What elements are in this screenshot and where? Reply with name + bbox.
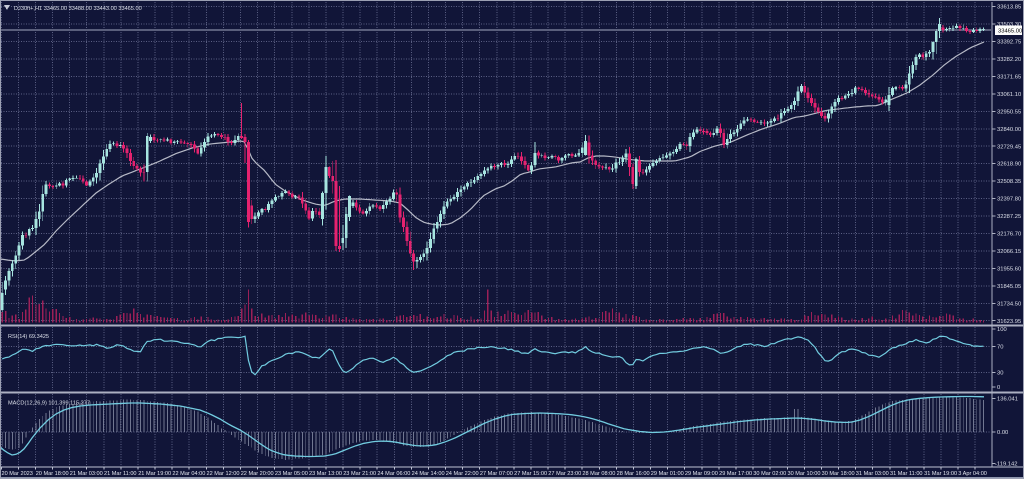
svg-text:0.00: 0.00 (997, 430, 1008, 436)
svg-text:33061.10: 33061.10 (997, 92, 1021, 98)
svg-text:70: 70 (997, 345, 1003, 351)
svg-text:22 Mar 12:00: 22 Mar 12:00 (207, 471, 240, 477)
svg-text:28 Mar 08:00: 28 Mar 08:00 (582, 471, 615, 477)
svg-text:MACD(12,26,9) 101.399 115.277: MACD(12,26,9) 101.399 115.277 (8, 401, 90, 407)
svg-text:29 Mar 17:00: 29 Mar 17:00 (719, 471, 752, 477)
svg-text:32397.80: 32397.80 (997, 197, 1021, 203)
svg-text:33392.75: 33392.75 (997, 40, 1021, 46)
svg-text:136.041: 136.041 (997, 397, 1018, 403)
svg-text:30 Mar 02:00: 30 Mar 02:00 (753, 471, 786, 477)
svg-text:33465.00: 33465.00 (998, 29, 1022, 35)
svg-text:32729.45: 32729.45 (997, 144, 1021, 150)
svg-text:31623.95: 31623.95 (997, 319, 1021, 325)
svg-text:100: 100 (997, 327, 1007, 333)
svg-text:30 Mar 18:00: 30 Mar 18:00 (822, 471, 855, 477)
svg-text:28 Mar 16:00: 28 Mar 16:00 (617, 471, 650, 477)
svg-text:31 Mar 03:00: 31 Mar 03:00 (856, 471, 889, 477)
svg-text:27 Mar 15:00: 27 Mar 15:00 (514, 471, 547, 477)
svg-text:3 Apr 04:00: 3 Apr 04:00 (958, 471, 987, 477)
svg-text:27 Mar 23:00: 27 Mar 23:00 (548, 471, 581, 477)
svg-text:-119.142: -119.142 (995, 462, 1017, 468)
svg-text:33282.20: 33282.20 (997, 57, 1021, 63)
svg-text:21 Mar 03:00: 21 Mar 03:00 (70, 471, 103, 477)
svg-text:23 Mar 13:00: 23 Mar 13:00 (309, 471, 342, 477)
svg-text:31 Mar 19:00: 31 Mar 19:00 (924, 471, 957, 477)
svg-text:20 Mar 2023: 20 Mar 2023 (2, 471, 33, 477)
svg-text:23 Mar 05:00: 23 Mar 05:00 (275, 471, 308, 477)
svg-text:24 Mar 14:00: 24 Mar 14:00 (412, 471, 445, 477)
svg-text:33613.85: 33613.85 (997, 5, 1021, 11)
svg-text:24 Mar 22:00: 24 Mar 22:00 (446, 471, 479, 477)
svg-text:20 Mar 18:00: 20 Mar 18:00 (36, 471, 69, 477)
svg-text:22 Mar 20:00: 22 Mar 20:00 (241, 471, 274, 477)
svg-text:22 Mar 04:00: 22 Mar 04:00 (172, 471, 205, 477)
svg-text:32950.55: 32950.55 (997, 109, 1021, 115)
svg-text:32287.25: 32287.25 (997, 214, 1021, 220)
svg-text:29 Mar 09:00: 29 Mar 09:00 (685, 471, 718, 477)
svg-text:33503.30: 33503.30 (997, 22, 1021, 28)
svg-text:31 Mar 11:00: 31 Mar 11:00 (890, 471, 923, 477)
svg-text:24 Mar 06:00: 24 Mar 06:00 (377, 471, 410, 477)
svg-text:30 Mar 10:00: 30 Mar 10:00 (788, 471, 821, 477)
svg-text:31734.50: 31734.50 (997, 301, 1021, 307)
svg-text:DJ30ft+,H1 33465.00 33488.00: DJ30ft+,H1 33465.00 33488.00 33443.00 33… (14, 6, 142, 12)
svg-text:32066.15: 32066.15 (997, 249, 1021, 255)
svg-text:27 Mar 07:00: 27 Mar 07:00 (480, 471, 513, 477)
svg-text:31845.05: 31845.05 (997, 284, 1021, 290)
svg-text:30: 30 (997, 371, 1003, 377)
svg-text:21 Mar 19:00: 21 Mar 19:00 (138, 471, 171, 477)
svg-text:0: 0 (997, 385, 1000, 391)
svg-text:31955.60: 31955.60 (997, 267, 1021, 273)
svg-text:33171.65: 33171.65 (997, 75, 1021, 81)
svg-text:32840.00: 32840.00 (997, 127, 1021, 133)
svg-text:32618.90: 32618.90 (997, 162, 1021, 168)
svg-text:29 Mar 01:00: 29 Mar 01:00 (651, 471, 684, 477)
svg-text:32176.70: 32176.70 (997, 232, 1021, 238)
svg-text:32508.35: 32508.35 (997, 179, 1021, 185)
svg-text:RSI(14) 69.3425: RSI(14) 69.3425 (8, 334, 49, 340)
svg-text:23 Mar 21:00: 23 Mar 21:00 (343, 471, 376, 477)
svg-text:21 Mar 11:00: 21 Mar 11:00 (104, 471, 137, 477)
